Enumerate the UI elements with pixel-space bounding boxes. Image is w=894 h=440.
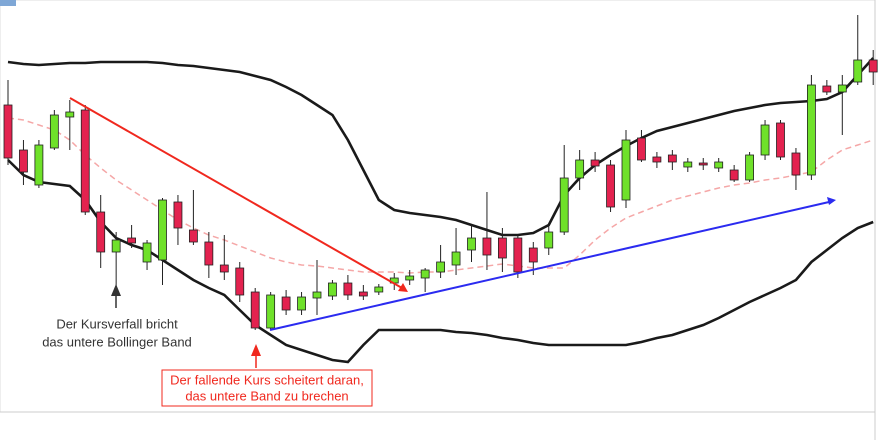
candle-body xyxy=(328,282,337,297)
candle-body xyxy=(482,237,492,256)
candle-body xyxy=(312,291,322,299)
candle-body xyxy=(652,156,662,163)
candle-body xyxy=(467,237,476,251)
candle-body xyxy=(188,229,198,243)
candle-body xyxy=(544,231,554,249)
candle-body xyxy=(34,144,44,186)
candle-body xyxy=(266,294,276,329)
candle-body xyxy=(868,59,878,73)
annotation: das untere Bollinger Band xyxy=(42,334,192,349)
candle-body xyxy=(219,264,229,273)
arrowhead xyxy=(398,283,408,292)
pointer-arrow xyxy=(111,284,121,296)
trend-lines xyxy=(69,97,836,368)
candle-body xyxy=(791,152,801,176)
candle-body xyxy=(80,109,90,213)
candle-body xyxy=(822,85,832,93)
falling-trend-line xyxy=(69,97,403,289)
candle-body xyxy=(714,161,724,169)
candle-body xyxy=(235,267,245,296)
candle-body xyxy=(807,84,816,176)
candle-body xyxy=(683,161,693,168)
candle-body xyxy=(250,291,260,329)
candle-body xyxy=(745,154,754,181)
candle-body xyxy=(698,162,708,166)
candle-body xyxy=(173,201,183,229)
candle-body xyxy=(204,241,214,266)
header-tag xyxy=(0,0,16,6)
candle-body xyxy=(111,239,121,253)
candle-body xyxy=(374,286,384,293)
candle-body xyxy=(142,242,152,263)
candle-body xyxy=(590,159,600,167)
candle-body xyxy=(559,177,569,233)
candle-body xyxy=(637,137,646,161)
pointer-arrow xyxy=(251,344,261,356)
candle-body xyxy=(497,237,507,259)
candle-body xyxy=(837,84,847,93)
candle-body xyxy=(606,164,615,208)
candle-body xyxy=(776,122,785,158)
annotation-box xyxy=(161,369,373,407)
candles xyxy=(3,15,878,330)
annotation: Der Kursverfall bricht xyxy=(56,316,178,331)
candle-body xyxy=(96,211,106,253)
candle-body xyxy=(420,269,430,279)
candle-body xyxy=(621,139,631,201)
candle-body xyxy=(513,237,523,273)
candle-body xyxy=(49,114,59,149)
candle-body xyxy=(528,247,538,263)
candle-body xyxy=(281,296,291,311)
candle-body xyxy=(451,251,461,266)
candle-body xyxy=(729,169,739,181)
candle-body xyxy=(19,149,28,173)
candle-body xyxy=(667,154,677,163)
candle-body xyxy=(65,111,75,118)
candle-body xyxy=(853,59,863,83)
candle-body xyxy=(158,199,167,261)
candle-body xyxy=(343,282,353,296)
band-line xyxy=(7,159,874,364)
candle-body xyxy=(436,261,446,273)
candle-body xyxy=(575,159,585,179)
candle-body xyxy=(127,237,136,244)
arrowhead xyxy=(827,197,836,205)
candle-body xyxy=(760,124,770,156)
annotation: das untere Band zu brechen xyxy=(185,388,348,403)
candle-body xyxy=(297,296,306,311)
rising-trend-line xyxy=(269,201,830,331)
candle-body xyxy=(3,104,13,159)
candle-body xyxy=(405,275,415,281)
candle-body xyxy=(358,291,368,297)
band-line xyxy=(7,57,875,237)
annotation: Der fallende Kurs scheitert daran, xyxy=(170,372,364,387)
